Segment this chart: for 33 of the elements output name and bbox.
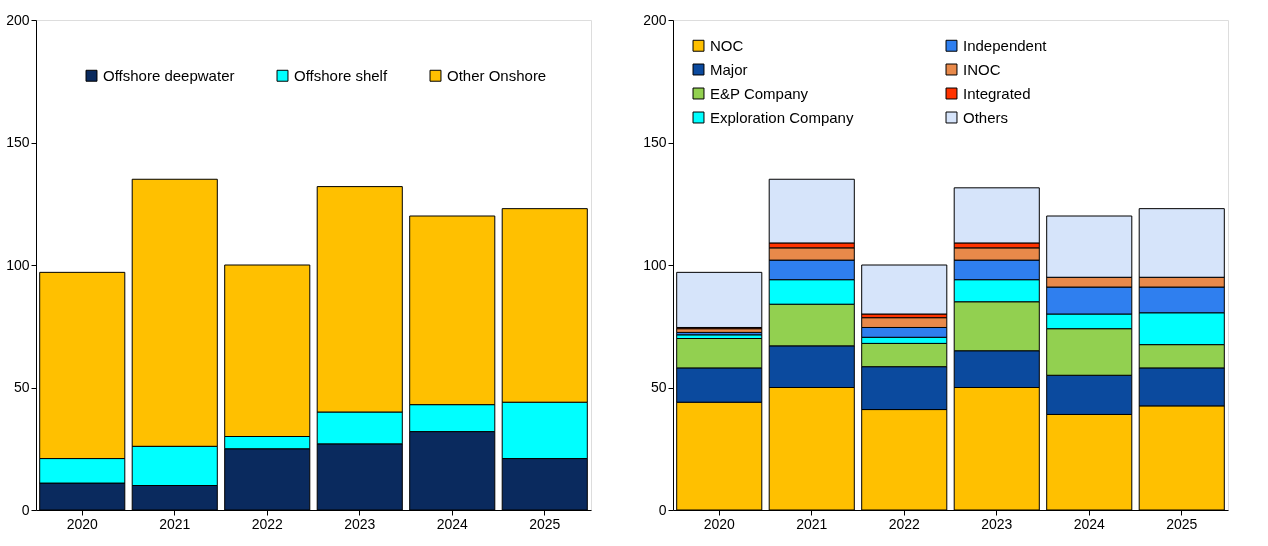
y-tick-label: 0 — [658, 501, 667, 518]
x-tick-label: 2021 — [159, 515, 191, 532]
y-tick-label: 200 — [6, 11, 30, 28]
legend-label: Independent — [963, 36, 1048, 54]
legend-label: Offshore shelf — [294, 66, 388, 84]
legend-label: Major — [710, 60, 748, 78]
y-tick-label: 100 — [643, 256, 667, 273]
y-tick-label: 200 — [643, 11, 667, 28]
legend-label: E&P Company — [710, 84, 809, 102]
x-tick-label: 2023 — [344, 515, 376, 532]
y-tick-label: 100 — [6, 256, 30, 273]
x-tick-label: 2022 — [888, 515, 921, 532]
x-tick-label: 2020 — [66, 515, 99, 532]
x-tick-label: 2022 — [251, 515, 284, 532]
x-tick-label: 2025 — [1166, 515, 1198, 532]
x-tick-label: 2020 — [703, 515, 736, 532]
y-tick-label: 50 — [13, 379, 30, 395]
legend-label: Offshore deepwater — [103, 66, 235, 84]
legend-label: Others — [963, 108, 1009, 126]
legend-label: Other Onshore — [447, 66, 547, 84]
x-tick-label: 2021 — [796, 515, 828, 532]
y-tick-label: 150 — [643, 134, 667, 150]
legend-label: NOC — [710, 36, 744, 54]
legend-label: Exploration Company — [710, 108, 854, 126]
y-tick-label: 0 — [21, 501, 30, 518]
x-tick-label: 2024 — [1073, 515, 1106, 532]
x-tick-label: 2023 — [981, 515, 1013, 532]
x-tick-label: 2025 — [529, 515, 561, 532]
x-tick-label: 2024 — [436, 515, 469, 532]
y-tick-label: 50 — [650, 379, 667, 395]
legend-label: Integrated — [963, 84, 1031, 102]
y-tick-label: 150 — [6, 134, 30, 150]
legend-label: INOC — [963, 60, 1001, 78]
